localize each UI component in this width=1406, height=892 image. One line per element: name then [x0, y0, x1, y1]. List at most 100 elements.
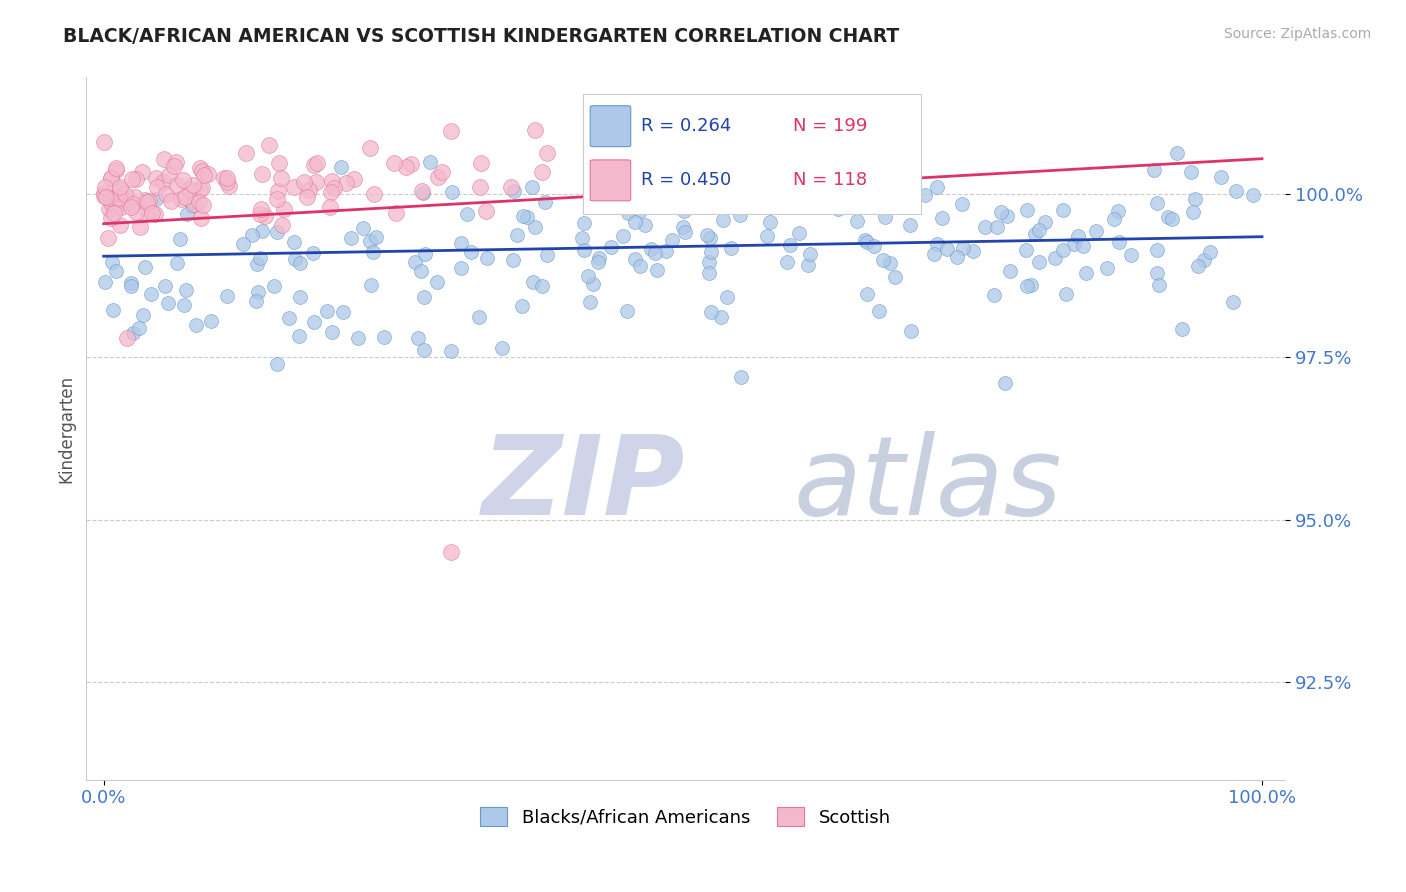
Point	[579, 294, 602, 309]
Point	[288, 256, 311, 270]
Point	[426, 275, 449, 289]
Point	[94, 180, 117, 194]
Point	[384, 205, 406, 219]
Point	[1171, 321, 1194, 335]
Point	[100, 171, 122, 186]
Point	[347, 330, 370, 344]
Point	[359, 141, 381, 155]
Point	[157, 169, 180, 183]
Point	[720, 241, 742, 255]
Point	[283, 235, 305, 250]
Point	[799, 247, 821, 261]
Point	[779, 237, 801, 252]
Point	[634, 218, 657, 232]
Point	[232, 236, 254, 251]
Point	[146, 179, 169, 194]
Point	[120, 279, 142, 293]
Point	[962, 244, 984, 259]
Point	[134, 260, 156, 274]
Point	[193, 168, 215, 182]
Point	[591, 168, 613, 182]
Point	[169, 232, 191, 246]
Point	[373, 330, 395, 344]
Point	[617, 206, 640, 220]
Point	[404, 255, 426, 269]
Point	[399, 157, 422, 171]
Text: Source: ZipAtlas.com: Source: ZipAtlas.com	[1223, 27, 1371, 41]
Point	[1024, 227, 1046, 241]
Text: R = 0.264: R = 0.264	[641, 117, 731, 136]
Point	[697, 266, 720, 280]
Point	[352, 220, 374, 235]
Point	[108, 182, 131, 196]
Legend: Blacks/African Americans, Scottish: Blacks/African Americans, Scottish	[474, 800, 898, 834]
Point	[470, 156, 492, 170]
Point	[673, 203, 696, 218]
Point	[200, 314, 222, 328]
Point	[1085, 224, 1108, 238]
Point	[576, 268, 599, 283]
Point	[1015, 279, 1038, 293]
Point	[395, 161, 418, 175]
Point	[364, 230, 387, 244]
Point	[103, 302, 125, 317]
Point	[460, 244, 482, 259]
Point	[302, 315, 325, 329]
Point	[1121, 248, 1143, 262]
Point	[188, 182, 211, 196]
Point	[1043, 251, 1066, 265]
Point	[292, 174, 315, 188]
Point	[475, 203, 498, 218]
Point	[853, 233, 876, 247]
Point	[430, 165, 453, 179]
Point	[450, 260, 472, 275]
Point	[1147, 278, 1170, 293]
Point	[176, 207, 198, 221]
Point	[145, 192, 167, 206]
Point	[654, 147, 676, 161]
Point	[155, 186, 177, 201]
Point	[755, 229, 778, 244]
Point	[655, 244, 678, 258]
Point	[586, 189, 609, 203]
Y-axis label: Kindergarten: Kindergarten	[58, 375, 75, 483]
Point	[100, 170, 122, 185]
Point	[124, 190, 146, 204]
Point	[900, 324, 922, 338]
Point	[628, 259, 651, 273]
Point	[502, 252, 524, 267]
Point	[273, 202, 295, 216]
Point	[165, 155, 187, 169]
Point	[278, 310, 301, 325]
Point	[626, 193, 648, 207]
Point	[946, 250, 969, 264]
Point	[145, 171, 167, 186]
Point	[440, 124, 463, 138]
Point	[456, 207, 478, 221]
Point	[1184, 192, 1206, 206]
Point	[1028, 255, 1050, 269]
Point	[1108, 235, 1130, 249]
Point	[1107, 203, 1129, 218]
Point	[914, 187, 936, 202]
Point	[1052, 202, 1074, 217]
Point	[628, 204, 651, 219]
Point	[1142, 163, 1164, 178]
Point	[249, 251, 271, 265]
Point	[305, 175, 328, 189]
Point	[295, 190, 318, 204]
Point	[108, 191, 131, 205]
Point	[249, 202, 271, 216]
Point	[186, 318, 208, 332]
Point	[1182, 205, 1205, 219]
Point	[104, 264, 127, 278]
Point	[672, 219, 695, 234]
Point	[321, 325, 343, 339]
Point	[179, 182, 201, 196]
Point	[218, 179, 240, 194]
Point	[506, 228, 529, 243]
Point	[700, 245, 723, 260]
Point	[1199, 245, 1222, 260]
Point	[477, 251, 499, 265]
Point	[644, 246, 666, 260]
